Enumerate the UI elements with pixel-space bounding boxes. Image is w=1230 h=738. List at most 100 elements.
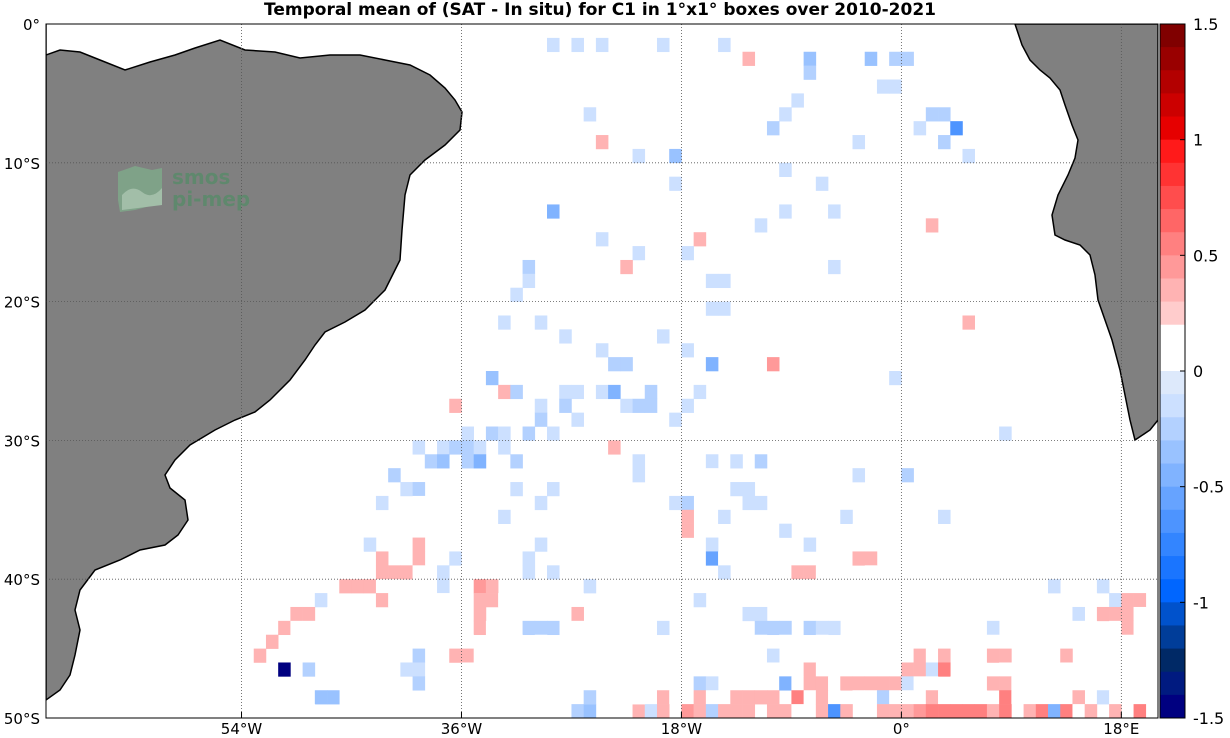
heatmap-cell [412, 495, 426, 511]
heatmap-cell [571, 412, 584, 427]
africa-land [1014, 24, 1158, 442]
heatmap-cell [522, 426, 536, 441]
heatmap-cell [1048, 676, 1061, 691]
heatmap-cell [803, 51, 817, 66]
heatmap-cell [705, 704, 719, 718]
heatmap-cell [412, 593, 426, 608]
heatmap-cell [901, 690, 914, 705]
colorbar-swatch [1160, 139, 1185, 164]
heatmap-cell [840, 634, 853, 649]
heatmap-cell [705, 634, 719, 649]
heatmap-cell [718, 565, 731, 580]
heatmap-cell [412, 648, 426, 663]
heatmap-cell [693, 676, 707, 691]
heatmap-cell [522, 593, 536, 608]
colorbar-swatch [1160, 532, 1185, 557]
heatmap-cell [1121, 606, 1134, 622]
heatmap-cell [754, 606, 768, 622]
heatmap-cell [1121, 620, 1134, 636]
heatmap-cell [779, 620, 792, 636]
heatmap-cell [791, 676, 804, 691]
heatmap-cell [962, 315, 976, 330]
heatmap-cell [852, 135, 866, 150]
heatmap-cell [681, 509, 694, 524]
heatmap-cell [925, 107, 939, 122]
heatmap-cell [779, 551, 792, 566]
heatmap-cell [412, 579, 426, 594]
heatmap-cell [363, 537, 377, 552]
heatmap-cell [669, 690, 682, 705]
heatmap-cell [681, 246, 694, 261]
heatmap-cell [669, 148, 682, 164]
heatmap-cell [950, 690, 963, 705]
heatmap-cell [962, 148, 976, 164]
heatmap-cell [534, 495, 548, 511]
heatmap-cell [925, 648, 939, 663]
heatmap-cell [1011, 593, 1024, 608]
heatmap-cell [779, 107, 792, 122]
heatmap-cell [571, 593, 584, 608]
heatmap-cell [1048, 648, 1061, 663]
heatmap-cell [986, 620, 1000, 636]
heatmap-cell [852, 79, 866, 94]
heatmap-cell [766, 121, 780, 136]
heatmap-cell [1133, 704, 1147, 718]
heatmap-cell [595, 509, 609, 524]
colorbar-swatch [1160, 93, 1185, 118]
heatmap-cell [999, 537, 1012, 552]
plot-frame [45, 23, 1159, 719]
heatmap-cell [1035, 662, 1049, 677]
heatmap-cell [962, 704, 976, 718]
heatmap-cell [693, 620, 707, 636]
heatmap-cell [534, 606, 548, 622]
heatmap-cell [1084, 704, 1098, 718]
heatmap-cell [400, 565, 413, 580]
heatmap-cell [1023, 648, 1037, 663]
heatmap-cell [559, 398, 572, 413]
heatmap-cell [901, 593, 914, 608]
heatmap-cell [595, 37, 609, 53]
heatmap-cell [669, 606, 682, 622]
heatmap-cell [864, 704, 878, 718]
heatmap-cell [815, 634, 829, 649]
heatmap-cell [742, 482, 756, 497]
heatmap-cell [974, 606, 988, 622]
heatmap-cell [938, 135, 951, 150]
heatmap-cell [547, 37, 560, 53]
heatmap-cell [412, 482, 426, 497]
heatmap-cell [534, 315, 548, 330]
heatmap-cell [363, 579, 377, 594]
heatmap-cell [669, 676, 682, 691]
heatmap-cell [339, 648, 352, 663]
lat-tick-label: 40°S [4, 571, 40, 589]
heatmap-cell [632, 218, 646, 233]
heatmap-cell [595, 232, 609, 247]
lat-tick-label: 30°S [4, 432, 40, 450]
heatmap-cell [913, 676, 927, 691]
colorbar-swatch [1160, 70, 1185, 94]
heatmap-cell [1060, 704, 1073, 718]
heatmap-cell [742, 565, 756, 580]
heatmap-cell [1072, 690, 1085, 705]
heatmap-cell [608, 357, 621, 372]
heatmap-cell [620, 398, 633, 413]
heatmap-cell [681, 704, 694, 718]
heatmap-cell [412, 662, 426, 677]
heatmap-cell [925, 218, 939, 233]
heatmap-cell [889, 523, 902, 538]
lat-tick-label: 0° [23, 16, 40, 34]
heatmap-cell [938, 704, 951, 718]
map-title: Temporal mean of (SAT - In situ) for C1 … [264, 0, 936, 20]
heatmap-cell [656, 329, 670, 344]
heatmap-cell [681, 495, 694, 511]
heatmap-cell [901, 218, 914, 233]
colorbar-swatch [1160, 625, 1185, 650]
heatmap-cell [547, 593, 560, 608]
heatmap-cell [632, 454, 646, 469]
heatmap-cell [644, 704, 658, 718]
heatmap-cell [1023, 634, 1037, 649]
heatmap-cell [815, 648, 829, 663]
heatmap-cell [693, 232, 707, 247]
heatmap-cell [510, 454, 523, 469]
heatmap-cell [265, 634, 279, 649]
